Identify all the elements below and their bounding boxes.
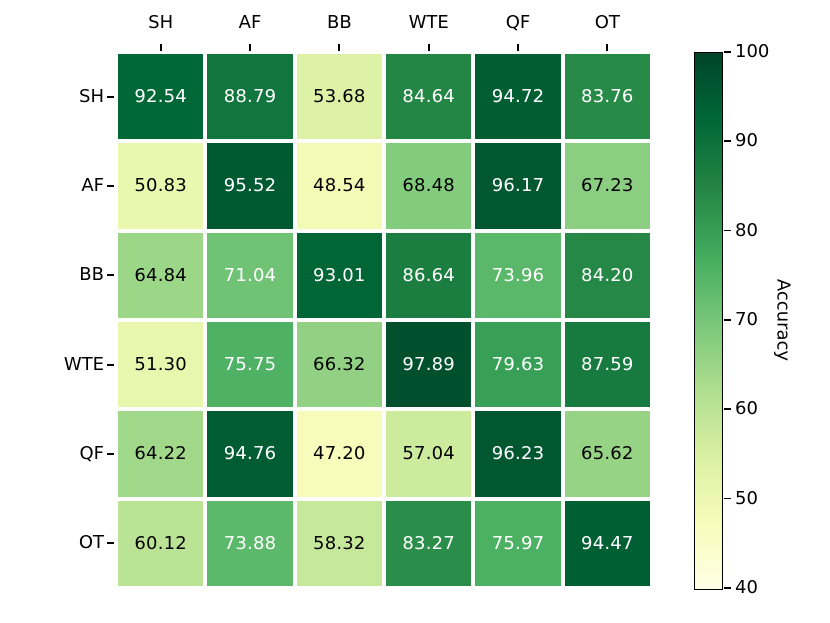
heatmap-cell-sh-sh: 92.54 [118,54,204,140]
heatmap-cell-ot-af: 73.88 [207,500,293,586]
heatmap-cell-bb-qf: 73.96 [475,232,561,318]
x-axis-tick [159,44,162,51]
heatmap-cell-wte-wte: 97.89 [386,322,472,408]
y-axis-tick [107,95,114,98]
heatmap-cell-wte-bb: 66.32 [296,322,382,408]
colorbar-tick-label-40: 40 [735,577,758,598]
colorbar-axis-label: Accuracy [772,278,794,362]
x-axis-tick [249,44,251,51]
heatmap-cell-wte-sh: 51.30 [118,322,204,408]
x-axis-tick [606,44,609,51]
y-axis-label-af: AF [81,175,104,196]
colorbar-tick [724,229,731,232]
heatmap-cell-bb-wte: 86.64 [386,232,472,318]
heatmap-cell-ot-wte: 83.27 [386,500,472,586]
heatmap-cell-wte-qf: 79.63 [475,322,561,408]
y-axis-tick [107,363,114,366]
heatmap-cell-af-sh: 50.83 [118,143,204,229]
y-axis-tick [107,453,114,455]
heatmap-cell-af-af: 95.52 [207,143,293,229]
heatmap-cell-qf-bb: 47.20 [296,411,382,497]
colorbar-tick-label-100: 100 [735,41,770,62]
y-axis-label-bb: BB [79,264,104,286]
x-axis-tick [517,44,519,51]
heatmap-cell-sh-bb: 53.68 [296,54,382,140]
heatmap-cell-qf-af: 94.76 [207,411,293,497]
heatmap-cell-qf-wte: 57.04 [386,411,472,497]
y-axis-tick [107,542,114,545]
x-axis-tick [427,44,430,51]
heatmap-cell-wte-af: 75.75 [207,322,293,408]
heatmap-cell-bb-sh: 64.84 [118,232,204,318]
colorbar-tick-label-60: 60 [735,398,758,420]
colorbar-tick [724,140,731,143]
colorbar-tick [724,51,731,53]
heatmap-cell-qf-ot: 65.62 [564,411,650,497]
heatmap-cell-af-qf: 96.17 [475,143,561,229]
x-axis-label-wte: WTE [408,12,449,33]
colorbar-tick-label-90: 90 [735,130,758,152]
heatmap-cell-sh-af: 88.79 [207,54,293,140]
heatmap-cell-bb-af: 71.04 [207,232,293,318]
heatmap-cell-sh-wte: 84.64 [386,54,472,140]
heatmap-cell-af-bb: 48.54 [296,143,382,229]
y-axis-label-wte: WTE [63,353,104,375]
colorbar-tick [724,497,731,500]
x-axis-label-ot: OT [594,12,620,33]
heatmap-cell-ot-qf: 75.97 [475,500,561,586]
colorbar-tick [724,587,731,589]
colorbar [694,52,723,590]
y-axis-tick [107,185,114,187]
colorbar-tick-label-80: 80 [735,219,758,241]
colorbar-tick-label-70: 70 [735,309,758,330]
heatmap-cell-qf-qf: 96.23 [475,411,561,497]
x-axis-label-af: AF [238,12,262,33]
heatmap-cell-af-ot: 67.23 [564,143,650,229]
colorbar-tick-label-50: 50 [735,487,758,509]
x-axis-label-sh: SH [148,12,174,33]
heatmap-cell-bb-bb: 93.01 [296,232,382,318]
heatmap-cell-ot-bb: 58.32 [296,500,382,586]
heatmap-cell-af-wte: 68.48 [386,143,472,229]
y-axis-label-sh: SH [79,85,104,107]
heatmap-cell-bb-ot: 84.20 [564,232,650,318]
x-axis-label-bb: BB [326,12,352,33]
heatmap-cell-wte-ot: 87.59 [564,322,650,408]
heatmap-cell-ot-sh: 60.12 [118,500,204,586]
y-axis-tick [107,274,114,277]
y-axis-label-qf: QF [79,443,104,464]
colorbar-tick [724,408,731,411]
x-axis-tick [338,44,341,51]
x-axis-label-qf: QF [505,12,531,33]
heatmap-cell-qf-sh: 64.22 [118,411,204,497]
y-axis-label-ot: OT [78,532,104,554]
heatmap-cell-sh-qf: 94.72 [475,54,561,140]
colorbar-tick [724,319,731,321]
heatmap-cell-sh-ot: 83.76 [564,54,650,140]
heatmap-cell-ot-ot: 94.47 [564,500,650,586]
